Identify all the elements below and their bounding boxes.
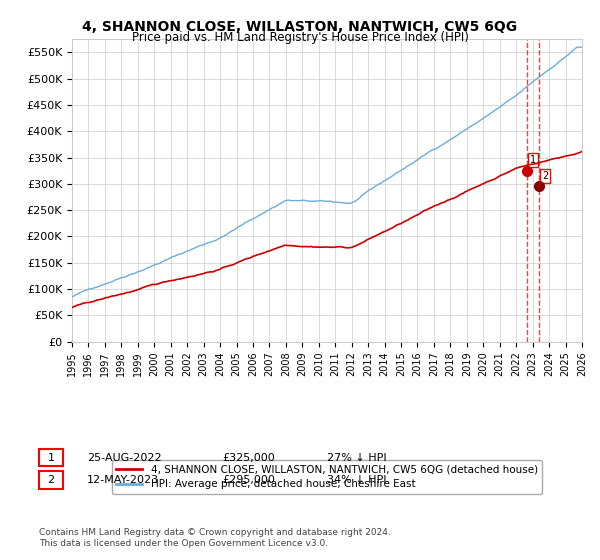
Text: 1: 1 <box>530 155 536 165</box>
Text: 2: 2 <box>47 475 55 485</box>
Text: £325,000: £325,000 <box>222 452 275 463</box>
Text: 12-MAY-2023: 12-MAY-2023 <box>87 475 159 485</box>
Text: 25-AUG-2022: 25-AUG-2022 <box>87 452 161 463</box>
Text: 34% ↓ HPI: 34% ↓ HPI <box>327 475 386 485</box>
Text: 1: 1 <box>47 452 55 463</box>
Text: £295,000: £295,000 <box>222 475 275 485</box>
Text: 2: 2 <box>542 171 548 180</box>
Legend: 4, SHANNON CLOSE, WILLASTON, NANTWICH, CW5 6QG (detached house), HPI: Average pr: 4, SHANNON CLOSE, WILLASTON, NANTWICH, C… <box>112 460 542 493</box>
Text: Contains HM Land Registry data © Crown copyright and database right 2024.
This d: Contains HM Land Registry data © Crown c… <box>39 528 391 548</box>
Text: 4, SHANNON CLOSE, WILLASTON, NANTWICH, CW5 6QG: 4, SHANNON CLOSE, WILLASTON, NANTWICH, C… <box>82 20 518 34</box>
Text: 27% ↓ HPI: 27% ↓ HPI <box>327 452 386 463</box>
Text: Price paid vs. HM Land Registry's House Price Index (HPI): Price paid vs. HM Land Registry's House … <box>131 31 469 44</box>
